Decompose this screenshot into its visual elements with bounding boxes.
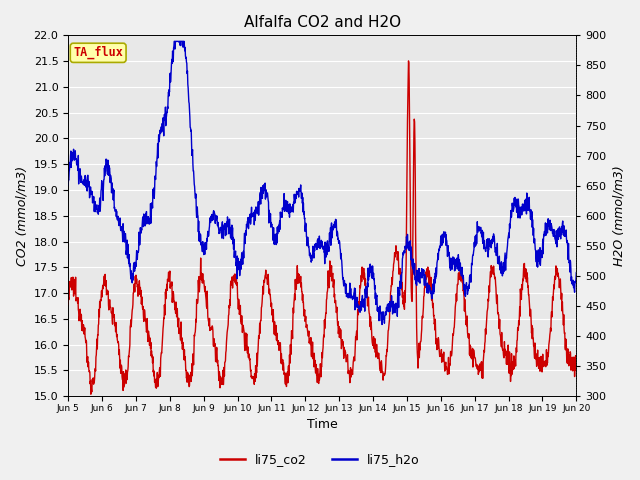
Y-axis label: H2O (mmol/m3): H2O (mmol/m3) <box>612 166 625 266</box>
Text: TA_flux: TA_flux <box>73 46 123 60</box>
Legend: li75_co2, li75_h2o: li75_co2, li75_h2o <box>215 448 425 471</box>
Title: Alfalfa CO2 and H2O: Alfalfa CO2 and H2O <box>244 15 401 30</box>
X-axis label: Time: Time <box>307 419 337 432</box>
Y-axis label: CO2 (mmol/m3): CO2 (mmol/m3) <box>15 166 28 266</box>
